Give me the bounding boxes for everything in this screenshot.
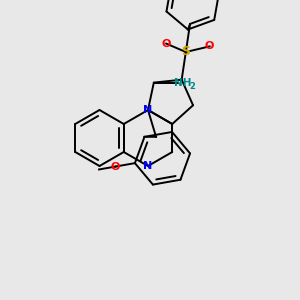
Text: N: N (143, 105, 153, 115)
Text: O: O (111, 161, 120, 172)
Text: O: O (161, 39, 171, 49)
Text: S: S (181, 46, 190, 59)
Text: 2: 2 (190, 82, 196, 91)
Text: O: O (205, 41, 214, 51)
Text: NH: NH (174, 78, 191, 88)
Text: N: N (143, 161, 153, 171)
